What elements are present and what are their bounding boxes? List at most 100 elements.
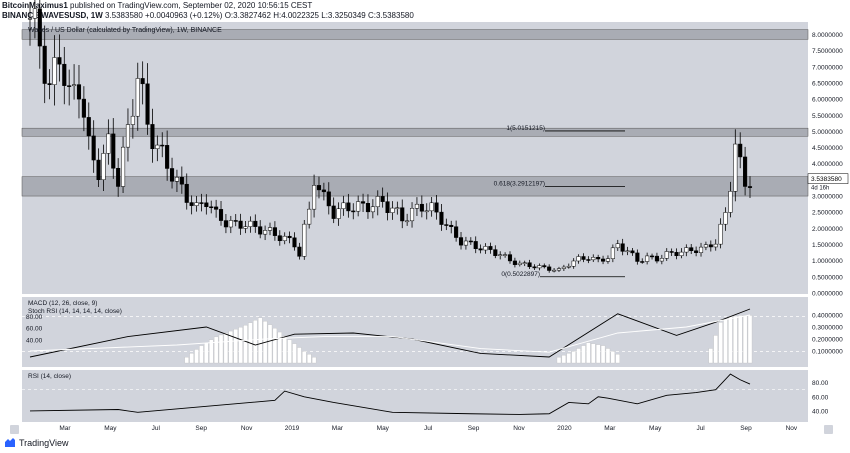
footer-brand: TradingView <box>19 438 69 448</box>
stoch-hist-bar <box>605 348 611 364</box>
candle-body <box>434 202 439 213</box>
stoch-hist-bar <box>556 357 562 364</box>
candle-body <box>532 266 537 269</box>
candle-body <box>341 202 346 209</box>
candle-body <box>625 250 630 253</box>
candle-body <box>728 191 733 213</box>
candle-body <box>488 246 493 250</box>
price-change: +0.0040963 (+0.12%) <box>145 11 223 20</box>
candle-body <box>263 230 268 235</box>
rsi-tick-label: 40.00 <box>812 408 829 415</box>
tradingview-logo-icon <box>5 438 15 447</box>
candle-body <box>679 251 684 257</box>
candle-body <box>150 124 155 150</box>
candle-body <box>233 220 238 222</box>
candle-body <box>522 262 527 264</box>
candle-body <box>463 240 468 246</box>
low-value: L:3.3250349 <box>321 11 366 20</box>
stoch-legend: Stoch RSI (14, 14, 14, 14, close) <box>28 308 122 315</box>
candle-body <box>654 255 659 262</box>
rsi-tick-label: 60.00 <box>812 394 829 401</box>
candle-body <box>586 259 591 261</box>
candle-body <box>615 243 620 249</box>
candle-body <box>218 209 224 221</box>
fib-label: 1(5.0151215) <box>506 125 545 132</box>
stoch-tick-label: 80.00 <box>26 314 43 321</box>
candle-body <box>67 85 72 87</box>
candle-body <box>444 224 449 226</box>
candle-body <box>684 247 689 253</box>
candle-body <box>336 208 341 219</box>
candle-body <box>458 237 464 246</box>
candle-body <box>62 63 67 86</box>
price-tick-label: 6.5000000 <box>812 80 843 87</box>
header-line-2: BINANCE:WAVESUSD, 1W 3.5383580 +0.004096… <box>2 11 414 20</box>
time-tick-label: Sep <box>468 425 480 432</box>
stoch-hist-bar <box>209 339 214 364</box>
stoch-hist-bar <box>267 324 273 364</box>
candle-body <box>106 133 111 154</box>
high-value: H:4.0022325 <box>273 11 320 20</box>
candle-body <box>747 186 753 188</box>
close-value: C:3.5383580 <box>367 11 414 20</box>
candle-body <box>160 144 165 147</box>
stoch-tick-label: 40.00 <box>26 337 43 344</box>
z-button[interactable] <box>10 425 19 434</box>
candle-body <box>228 220 233 228</box>
candle-body <box>140 78 145 85</box>
price-tick-label: 2.5000000 <box>812 210 843 217</box>
candle-body <box>72 84 77 87</box>
candle-body <box>703 244 708 248</box>
candle-body <box>503 254 508 256</box>
candle-body <box>708 244 713 248</box>
candle-body <box>733 143 738 192</box>
candle-body <box>223 220 228 228</box>
price-tick-label: 4.5000000 <box>812 145 843 152</box>
candle-body <box>179 176 184 185</box>
macd-tick-label: 0.2000000 <box>812 337 843 344</box>
candle-body <box>669 251 674 253</box>
time-tick-label: May <box>377 425 390 432</box>
macd-stoch-pane <box>22 297 808 367</box>
stoch-hist-bar <box>733 315 738 364</box>
price-tick-label: 3.0000000 <box>812 194 843 201</box>
time-tick-label: Jul <box>152 425 161 432</box>
rsi-line <box>29 373 751 415</box>
candle-body <box>473 241 478 249</box>
time-tick-label: Mar <box>332 425 344 432</box>
candle-body <box>566 265 571 268</box>
candle-body <box>640 261 645 263</box>
candle-body <box>238 220 243 229</box>
candle-body <box>316 185 322 191</box>
settings-icon[interactable] <box>824 425 833 434</box>
stoch-hist-bar <box>199 345 204 364</box>
time-tick-label: 2020 <box>557 425 572 432</box>
last-price: 3.5383580 <box>104 11 143 20</box>
candle-body <box>512 260 517 265</box>
candle-body <box>390 207 395 213</box>
last-price-badge <box>807 173 849 184</box>
main-legend: Waves / US Dollar (calculated by Trading… <box>28 27 222 34</box>
stoch-hist-bar <box>238 327 243 364</box>
stoch-hist-bar <box>297 347 302 364</box>
candle-body <box>321 189 326 193</box>
candle-body <box>718 223 723 245</box>
time-tick-label: May <box>104 425 117 432</box>
candle-body <box>145 83 150 125</box>
macd-tick-label: 0.3000000 <box>812 325 843 332</box>
stoch-hist-bar <box>213 336 219 364</box>
candle-body <box>165 145 170 169</box>
price-tick-label: 1.5000000 <box>812 242 843 249</box>
candle-body <box>689 247 694 251</box>
axes: 8.0000000 7.5000000 7.0000000 6.5000000 6.00… <box>26 32 849 432</box>
footer: TradingView <box>4 438 69 448</box>
candle-body <box>405 220 410 223</box>
stoch-hist-bar <box>218 334 224 364</box>
stoch-hist-bar <box>194 349 199 364</box>
candle-body <box>395 207 400 209</box>
stoch-hist-bar <box>277 331 282 364</box>
stoch-hist-bar <box>747 315 753 364</box>
candle-body <box>116 167 121 187</box>
stoch-hist-bar <box>596 344 601 364</box>
